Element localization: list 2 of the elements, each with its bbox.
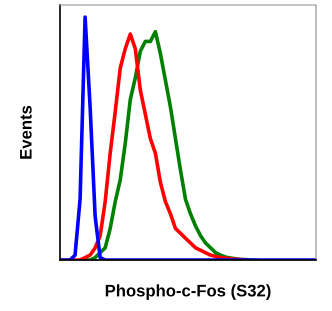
x-axis-title: Phospho-c-Fos (S32)	[106, 284, 271, 300]
y-axis-title: Events	[20, 106, 32, 159]
